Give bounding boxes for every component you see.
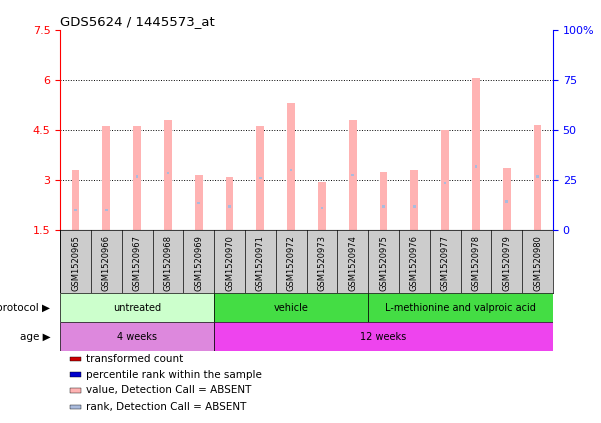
Text: GSM1520977: GSM1520977 <box>441 235 450 291</box>
Bar <box>349 120 356 230</box>
Bar <box>290 169 292 171</box>
Bar <box>321 207 323 209</box>
Bar <box>444 182 447 184</box>
Bar <box>413 206 415 208</box>
Bar <box>102 126 110 230</box>
Bar <box>368 293 553 322</box>
Text: rank, Detection Call = ABSENT: rank, Detection Call = ABSENT <box>86 402 246 412</box>
Text: GSM1520970: GSM1520970 <box>225 235 234 291</box>
Text: GSM1520965: GSM1520965 <box>71 235 80 291</box>
Bar <box>352 174 354 176</box>
Text: GSM1520978: GSM1520978 <box>471 235 480 291</box>
Text: protocol ▶: protocol ▶ <box>0 303 50 313</box>
Bar <box>503 168 511 230</box>
Bar <box>70 373 81 377</box>
Text: GSM1520976: GSM1520976 <box>410 235 419 291</box>
Bar <box>228 206 231 208</box>
Bar <box>60 293 214 322</box>
Bar <box>225 176 233 230</box>
Bar <box>214 322 553 351</box>
Bar <box>166 172 169 174</box>
Text: age ▶: age ▶ <box>20 332 50 342</box>
Text: GSM1520974: GSM1520974 <box>348 235 357 291</box>
Text: GSM1520966: GSM1520966 <box>102 235 111 291</box>
Bar <box>60 322 214 351</box>
Bar <box>70 357 81 361</box>
Text: GSM1520969: GSM1520969 <box>194 235 203 291</box>
Bar <box>259 177 261 179</box>
Bar <box>441 130 449 230</box>
Bar <box>70 405 81 409</box>
Bar <box>472 78 480 230</box>
Bar <box>475 165 477 168</box>
Bar <box>257 126 264 230</box>
Text: vehicle: vehicle <box>273 303 308 313</box>
Bar <box>318 181 326 230</box>
Bar <box>214 293 368 322</box>
Text: GSM1520972: GSM1520972 <box>287 235 296 291</box>
Text: 12 weeks: 12 weeks <box>361 332 407 342</box>
Text: GSM1520973: GSM1520973 <box>317 235 326 291</box>
Text: GSM1520968: GSM1520968 <box>163 235 172 291</box>
Bar <box>195 175 203 230</box>
Bar <box>505 201 508 203</box>
Text: value, Detection Call = ABSENT: value, Detection Call = ABSENT <box>86 385 251 396</box>
Text: GSM1520975: GSM1520975 <box>379 235 388 291</box>
Text: GSM1520967: GSM1520967 <box>133 235 142 291</box>
Text: GSM1520979: GSM1520979 <box>502 235 511 291</box>
Bar <box>198 202 200 204</box>
Text: L-methionine and valproic acid: L-methionine and valproic acid <box>385 303 536 313</box>
Bar <box>70 388 81 393</box>
Text: percentile rank within the sample: percentile rank within the sample <box>86 370 261 380</box>
Bar <box>410 170 418 230</box>
Bar <box>380 172 388 230</box>
Bar <box>105 209 108 211</box>
Text: 4 weeks: 4 weeks <box>117 332 157 342</box>
Bar <box>75 209 77 211</box>
Bar <box>133 126 141 230</box>
Text: GSM1520971: GSM1520971 <box>256 235 265 291</box>
Bar <box>536 176 538 178</box>
Text: GDS5624 / 1445573_at: GDS5624 / 1445573_at <box>60 16 215 28</box>
Bar <box>72 170 79 230</box>
Bar <box>136 176 138 178</box>
Text: untreated: untreated <box>113 303 161 313</box>
Bar <box>164 120 172 230</box>
Bar <box>382 206 385 208</box>
Bar <box>287 103 295 230</box>
Bar <box>534 125 542 230</box>
Text: transformed count: transformed count <box>86 354 183 364</box>
Text: GSM1520980: GSM1520980 <box>533 235 542 291</box>
